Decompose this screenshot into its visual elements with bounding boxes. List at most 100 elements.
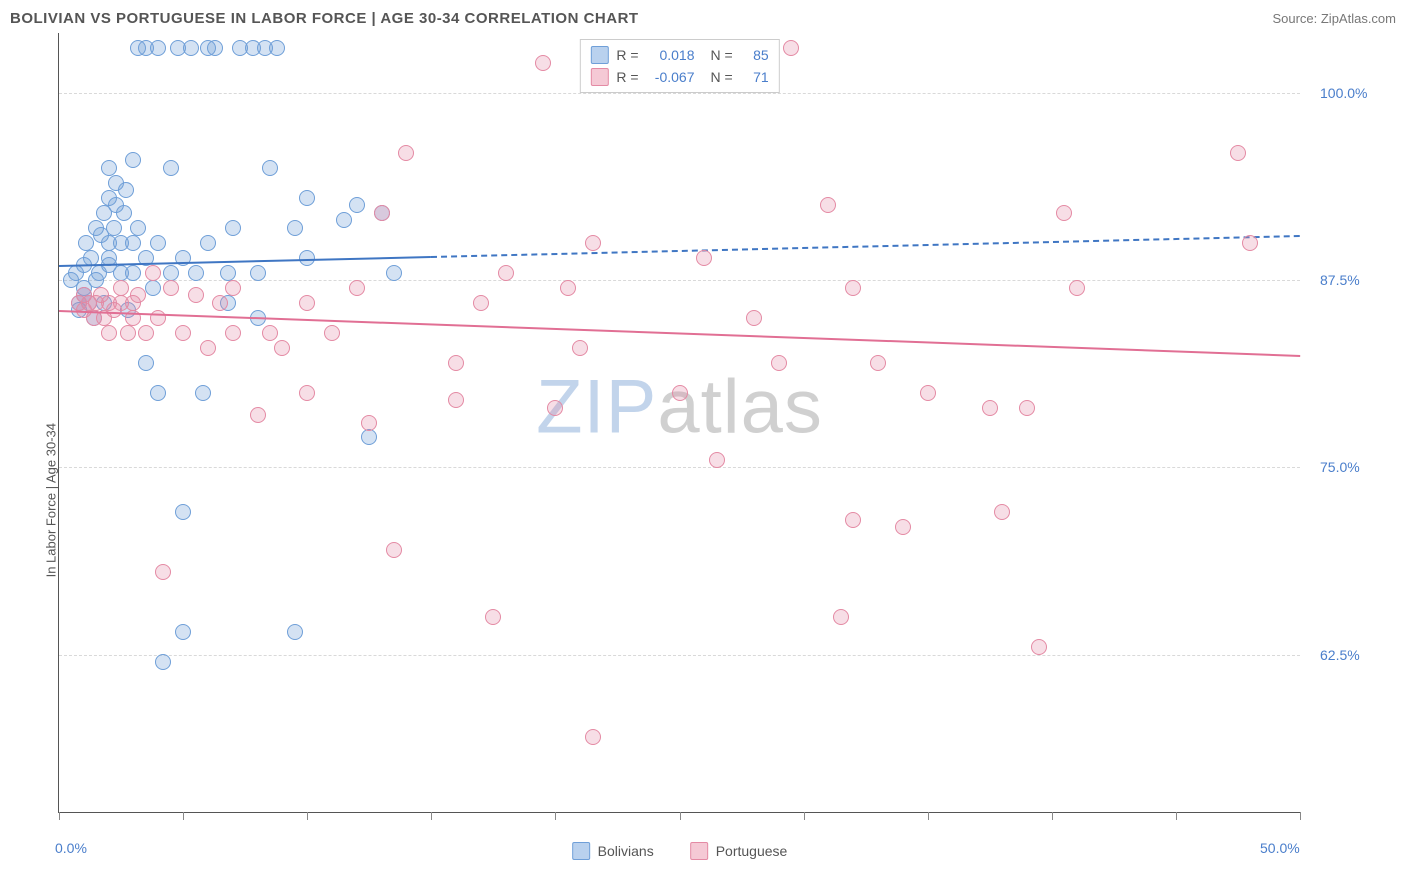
xtick	[804, 812, 805, 820]
scatter-point	[299, 190, 315, 206]
scatter-point	[175, 624, 191, 640]
scatter-point	[845, 512, 861, 528]
scatter-point	[106, 220, 122, 236]
scatter-point	[299, 250, 315, 266]
source-attribution: Source: ZipAtlas.com	[1272, 11, 1396, 26]
swatch-portuguese	[590, 68, 608, 86]
scatter-point	[150, 235, 166, 251]
scatter-point	[820, 197, 836, 213]
y-axis-label: In Labor Force | Age 30-34	[44, 423, 59, 577]
legend-item-portuguese: Portuguese	[690, 842, 788, 860]
scatter-point	[696, 250, 712, 266]
r-label: R =	[616, 69, 638, 85]
scatter-point	[361, 415, 377, 431]
plot-area: In Labor Force | Age 30-34 ZIPatlas R = …	[58, 33, 1300, 813]
scatter-point	[547, 400, 563, 416]
ytick-label: 100.0%	[1320, 85, 1367, 101]
scatter-point	[150, 310, 166, 326]
scatter-point	[145, 280, 161, 296]
scatter-point	[262, 325, 278, 341]
scatter-point	[783, 40, 799, 56]
scatter-point	[485, 609, 501, 625]
legend-swatch-bolivians	[572, 842, 590, 860]
scatter-point	[163, 160, 179, 176]
trend-line	[431, 235, 1300, 258]
scatter-point	[560, 280, 576, 296]
header: BOLIVIAN VS PORTUGUESE IN LABOR FORCE | …	[10, 10, 1396, 33]
legend-label-portuguese: Portuguese	[716, 843, 788, 859]
watermark-suffix: atlas	[657, 364, 823, 449]
scatter-point	[535, 55, 551, 71]
source-name: ZipAtlas.com	[1321, 11, 1396, 26]
scatter-point	[870, 355, 886, 371]
scatter-point	[299, 295, 315, 311]
scatter-point	[188, 287, 204, 303]
scatter-point	[183, 40, 199, 56]
scatter-point	[572, 340, 588, 356]
scatter-point	[125, 265, 141, 281]
xtick-label: 0.0%	[55, 840, 87, 856]
scatter-point	[299, 385, 315, 401]
scatter-point	[250, 407, 266, 423]
chart-title: BOLIVIAN VS PORTUGUESE IN LABOR FORCE | …	[10, 10, 639, 27]
scatter-point	[349, 197, 365, 213]
scatter-point	[287, 624, 303, 640]
xtick	[307, 812, 308, 820]
scatter-point	[195, 385, 211, 401]
scatter-point	[448, 392, 464, 408]
n-value-bolivians: 85	[741, 47, 769, 63]
scatter-point	[1230, 145, 1246, 161]
n-label: N =	[711, 47, 733, 63]
scatter-point	[130, 220, 146, 236]
n-label: N =	[711, 69, 733, 85]
legend-swatch-portuguese	[690, 842, 708, 860]
scatter-point	[386, 542, 402, 558]
scatter-point	[473, 295, 489, 311]
scatter-point	[125, 235, 141, 251]
scatter-point	[287, 220, 303, 236]
scatter-point	[163, 265, 179, 281]
scatter-point	[155, 654, 171, 670]
scatter-point	[155, 564, 171, 580]
xtick	[1300, 812, 1301, 820]
r-label: R =	[616, 47, 638, 63]
scatter-point	[361, 429, 377, 445]
scatter-point	[163, 280, 179, 296]
correlation-legend: R = 0.018 N = 85 R = -0.067 N = 71	[579, 39, 779, 93]
scatter-point	[138, 355, 154, 371]
scatter-point	[175, 504, 191, 520]
scatter-point	[1242, 235, 1258, 251]
source-prefix: Source:	[1272, 11, 1320, 26]
scatter-point	[920, 385, 936, 401]
ytick-label: 87.5%	[1320, 272, 1360, 288]
xtick	[1176, 812, 1177, 820]
scatter-point	[746, 310, 762, 326]
scatter-point	[895, 519, 911, 535]
scatter-point	[374, 205, 390, 221]
scatter-point	[113, 280, 129, 296]
trend-line	[59, 310, 1300, 357]
scatter-point	[845, 280, 861, 296]
scatter-point	[274, 340, 290, 356]
scatter-point	[101, 160, 117, 176]
scatter-point	[448, 355, 464, 371]
scatter-point	[324, 325, 340, 341]
gridline-h	[59, 467, 1300, 468]
xtick	[1052, 812, 1053, 820]
scatter-point	[175, 325, 191, 341]
gridline-h	[59, 280, 1300, 281]
scatter-point	[220, 265, 236, 281]
scatter-point	[262, 160, 278, 176]
scatter-point	[138, 325, 154, 341]
scatter-point	[386, 265, 402, 281]
legend-item-bolivians: Bolivians	[572, 842, 654, 860]
scatter-point	[118, 182, 134, 198]
scatter-point	[125, 152, 141, 168]
scatter-point	[101, 325, 117, 341]
chart-container: BOLIVIAN VS PORTUGUESE IN LABOR FORCE | …	[10, 10, 1396, 813]
correlation-row-bolivians: R = 0.018 N = 85	[590, 44, 768, 66]
xtick	[59, 812, 60, 820]
scatter-point	[116, 205, 132, 221]
ytick-label: 62.5%	[1320, 647, 1360, 663]
r-value-portuguese: -0.067	[647, 69, 695, 85]
